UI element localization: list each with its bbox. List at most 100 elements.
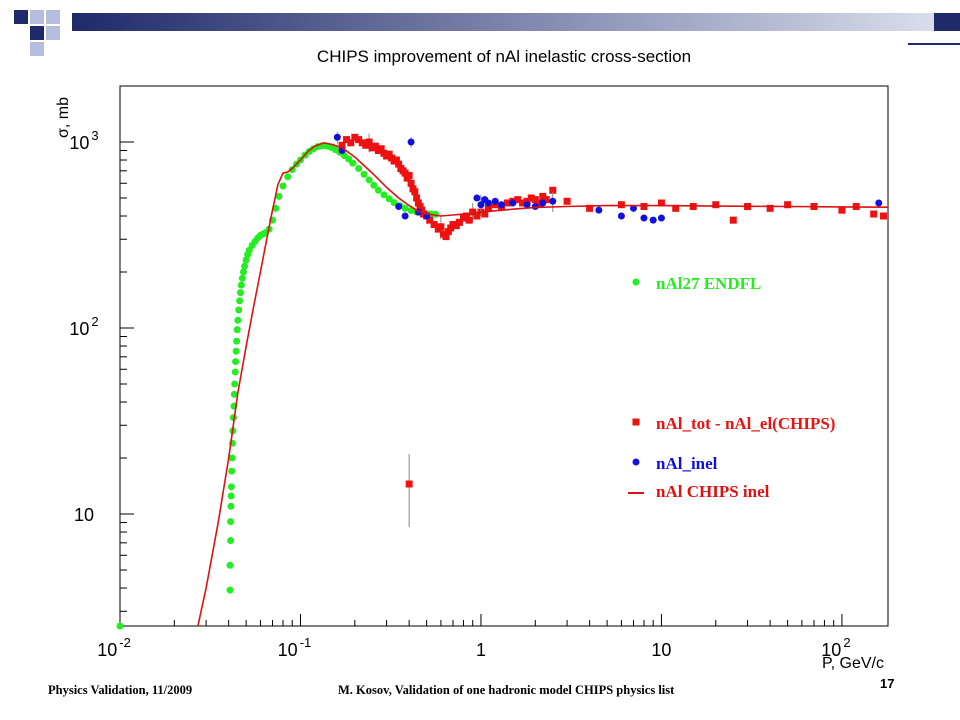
data-point — [228, 454, 236, 462]
data-point — [279, 182, 287, 190]
data-point — [227, 483, 235, 491]
data-point — [377, 145, 385, 153]
data-point — [227, 492, 235, 500]
data-point — [351, 133, 359, 141]
data-point — [481, 210, 489, 218]
data-point — [539, 199, 547, 207]
footer-left-text: Physics Validation, 11/2009 — [48, 683, 193, 697]
plot-frame — [119, 85, 889, 627]
data-point — [563, 197, 571, 205]
data-point — [418, 206, 426, 214]
data-point — [469, 208, 477, 216]
data-point — [875, 199, 883, 207]
data-point — [407, 207, 415, 215]
data-point — [413, 194, 421, 202]
data-point — [405, 480, 413, 488]
data-point — [235, 306, 243, 314]
data-point — [455, 218, 463, 226]
data-point — [239, 268, 247, 276]
data-point — [491, 197, 499, 205]
x-axis-ticks — [119, 614, 843, 626]
y-axis-ticks — [120, 85, 134, 612]
data-point — [401, 212, 409, 220]
data-point — [549, 197, 557, 205]
data-point — [231, 380, 239, 388]
data-point — [784, 201, 792, 209]
x-axis-label: P, GeV/c — [822, 655, 884, 672]
data-point — [390, 199, 398, 207]
legend-marker — [632, 418, 640, 426]
legend: nAl27 ENDFL nAl_tot - nAl_el(CHIPS) nAl_in… — [628, 274, 835, 501]
data-point — [473, 194, 481, 202]
data-point — [333, 133, 341, 141]
data-point — [712, 201, 720, 209]
data-point — [284, 173, 292, 181]
data-point — [766, 204, 774, 212]
data-point — [477, 201, 485, 209]
data-point — [462, 212, 470, 220]
data-point — [226, 561, 234, 569]
data-point — [405, 172, 413, 180]
data-point — [349, 159, 357, 167]
x-axis-tick-labels: 10 -2 10 -1 1 10 10 2 — [97, 635, 850, 660]
data-point — [586, 204, 594, 212]
data-point — [535, 199, 543, 207]
data-point — [230, 390, 238, 398]
corner-square — [46, 10, 60, 24]
series-line — [197, 141, 889, 627]
data-point — [519, 199, 527, 207]
data-point — [531, 196, 539, 204]
data-point — [640, 214, 648, 222]
data-point — [371, 142, 379, 150]
data-point — [870, 210, 878, 218]
data-point — [288, 166, 296, 174]
data-point — [233, 337, 241, 345]
data-point — [617, 201, 625, 209]
chart-title: CHIPS improvement of nAl inelastic cross… — [317, 47, 691, 66]
x-tick-label: 10 -2 — [97, 635, 131, 660]
data-point — [228, 467, 236, 475]
data-point — [343, 136, 351, 144]
data-point — [227, 518, 235, 526]
data-point — [226, 586, 234, 594]
data-point — [729, 216, 737, 224]
data-point — [595, 206, 603, 214]
header-decoration — [14, 10, 960, 56]
page-number: 17 — [880, 676, 895, 691]
data-point — [442, 233, 450, 241]
header-gradient-bar — [72, 13, 960, 31]
data-point — [275, 192, 283, 200]
data-point — [347, 139, 355, 147]
data-point — [401, 204, 409, 212]
data-point — [395, 202, 403, 210]
data-point — [531, 202, 539, 210]
data-point — [509, 199, 517, 207]
legend-marker — [632, 458, 640, 466]
data-point — [473, 212, 481, 220]
legend-label: nAl_inel — [656, 454, 718, 473]
data-point — [374, 186, 382, 194]
legend-label: nAl_tot - nAl_el(CHIPS) — [656, 414, 835, 433]
data-point — [523, 201, 531, 209]
data-point — [238, 274, 246, 282]
data-point — [437, 223, 445, 231]
data-point — [392, 156, 400, 164]
data-point — [385, 195, 393, 203]
corner-square — [30, 10, 44, 24]
plot-area — [116, 132, 889, 630]
data-point — [416, 202, 424, 210]
corner-square — [30, 42, 44, 56]
data-point — [542, 196, 550, 204]
data-point — [241, 262, 249, 270]
data-point — [640, 202, 648, 210]
y-tick-label: 10 3 — [69, 128, 98, 153]
data-point — [401, 169, 409, 177]
data-point — [484, 204, 492, 212]
data-point — [411, 188, 419, 196]
data-point — [657, 199, 665, 207]
header-gradient-bar-end — [934, 13, 960, 31]
data-point — [380, 191, 388, 199]
data-point — [360, 170, 368, 178]
